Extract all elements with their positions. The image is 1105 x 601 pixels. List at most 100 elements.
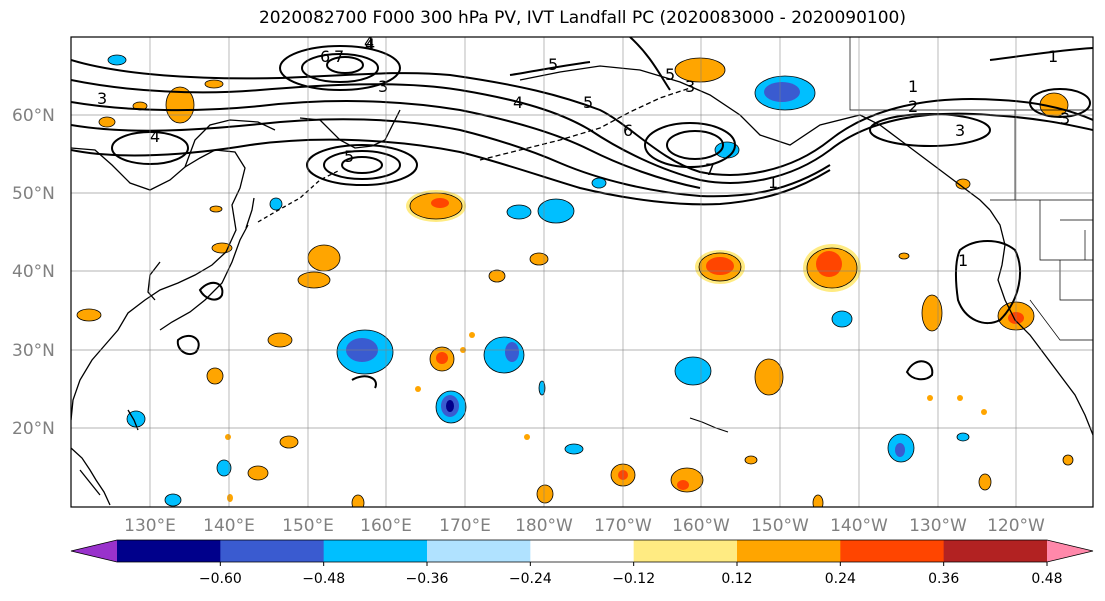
contour-label: 1 — [768, 173, 778, 192]
lat-label: 60°N — [12, 106, 55, 126]
neg-anomaly-blob — [216, 459, 232, 477]
contour-label: 5 — [548, 55, 558, 74]
contour-label: 6 — [623, 121, 633, 140]
contour-label: 1 — [908, 77, 918, 96]
pos-anomaly-blob — [76, 308, 102, 322]
pos-anomaly-blob — [209, 205, 223, 213]
contour-label: 4 — [365, 35, 375, 54]
contour-label: 6 — [320, 47, 330, 66]
colorbar-tick-label: 0.24 — [825, 571, 856, 587]
pos-anomaly-core — [706, 257, 734, 275]
pos-anomaly-blob — [529, 252, 549, 266]
contour-label: 5 — [665, 65, 675, 84]
colorbar-tick-label: 0.12 — [721, 571, 752, 587]
pos-anomaly-blob — [206, 367, 224, 385]
map-title: 2020082700 F000 300 hPa PV, IVT Landfall… — [258, 8, 906, 28]
lon-label: 170°E — [439, 516, 491, 536]
lon-label: 150°W — [751, 516, 809, 536]
pos-anomaly-blob — [98, 116, 116, 128]
lat-label: 40°N — [12, 262, 55, 282]
contour-label: 2 — [908, 97, 918, 116]
pos-anomaly-blob — [674, 57, 726, 83]
colorbar-extend-min — [71, 540, 117, 562]
pos-anomaly-blob — [247, 465, 269, 481]
contour-label: 3 — [378, 77, 388, 96]
longitude-labels: 130°E 140°E 150°E 160°E 170°E 180°W 170°… — [124, 516, 1045, 536]
colorbar-tick-label: 0.36 — [928, 571, 959, 587]
contour-label: 3 — [97, 89, 107, 108]
colorbar-tick-label: −0.48 — [302, 571, 345, 587]
pos-anomaly-blob — [955, 178, 971, 190]
contour-label: 7 — [334, 47, 344, 66]
pos-anomaly-blob — [297, 271, 331, 289]
lon-label: 140°E — [203, 516, 255, 536]
lat-label: 50°N — [12, 184, 55, 204]
contour-label: 4 — [513, 93, 523, 112]
colorbar-extend-max — [1047, 540, 1093, 562]
pos-anomaly-blob — [981, 409, 987, 415]
colorbar-segment — [943, 540, 1048, 562]
pos-anomaly-blob — [307, 244, 341, 272]
pos-anomaly-blob — [1062, 454, 1074, 466]
lon-label: 180°W — [515, 516, 573, 536]
pos-anomaly-blob — [415, 386, 421, 392]
pos-anomaly-blob — [754, 358, 784, 396]
colorbar-segment — [840, 540, 945, 562]
neg-anomaly-blob — [831, 310, 853, 328]
colorbar-segment — [220, 540, 325, 562]
pos-anomaly-blob — [957, 395, 963, 401]
pos-anomaly-blob — [898, 252, 910, 260]
neg-anomaly-blob — [674, 356, 712, 386]
pos-anomaly-blob — [927, 395, 933, 401]
lon-label: 170°W — [594, 516, 652, 536]
colorbar-tick-label: −0.24 — [509, 571, 552, 587]
lon-label: 140°W — [830, 516, 888, 536]
neg-anomaly-core — [446, 400, 454, 412]
lon-label: 160°W — [672, 516, 730, 536]
contour-label: 7 — [705, 160, 715, 179]
lon-label: 130°E — [124, 516, 176, 536]
neg-anomaly-blob — [538, 380, 546, 396]
pos-anomaly-core — [431, 198, 449, 208]
pos-anomaly-core — [436, 352, 448, 364]
pos-anomaly-blob — [921, 294, 943, 332]
pos-anomaly-blob — [225, 434, 231, 440]
lon-label: 130°W — [909, 516, 967, 536]
neg-anomaly-blob — [164, 493, 182, 507]
pos-anomaly-blob — [204, 79, 224, 89]
colorbar-tick-label: −0.60 — [199, 571, 242, 587]
contour-label: 3 — [685, 77, 695, 96]
neg-anomaly-blob — [506, 204, 532, 220]
pos-anomaly-blob — [536, 484, 554, 504]
map-background — [71, 37, 1093, 507]
colorbar-segment — [117, 540, 221, 562]
contour-label: 3 — [955, 121, 965, 140]
colorbar-segment — [427, 540, 531, 562]
pos-anomaly-blob — [279, 435, 299, 449]
map-frame — [70, 36, 1094, 508]
pos-anomaly-blob — [812, 494, 824, 507]
colorbar-segment — [530, 540, 635, 562]
pos-anomaly-core — [816, 251, 842, 277]
neg-anomaly-blob — [107, 54, 127, 66]
pos-anomaly-blob — [227, 494, 233, 502]
colorbar-segment — [633, 540, 738, 562]
lon-label: 160°E — [360, 516, 412, 536]
gridlines — [71, 37, 1093, 507]
pos-anomaly-core — [677, 480, 689, 490]
pos-anomaly-blob — [351, 494, 365, 507]
neg-anomaly-blob — [564, 443, 584, 455]
lat-label: 20°N — [12, 419, 55, 439]
neg-anomaly-blob — [956, 432, 970, 442]
contour-label: 1 — [958, 251, 968, 270]
pos-anomaly-blob — [488, 269, 506, 283]
lon-label: 150°E — [282, 516, 334, 536]
colorbar-outline — [70, 539, 1094, 563]
contour-label: 1 — [1048, 47, 1058, 66]
contour-label: 4 — [150, 127, 160, 146]
colorbar: −0.60 −0.48 −0.36 −0.24 −0.12 0.12 0.24 0.36 0.4… — [70, 539, 1094, 587]
pc-shading — [76, 54, 1074, 507]
pos-anomaly-blob — [524, 434, 530, 440]
pos-anomaly-blob — [978, 473, 992, 491]
